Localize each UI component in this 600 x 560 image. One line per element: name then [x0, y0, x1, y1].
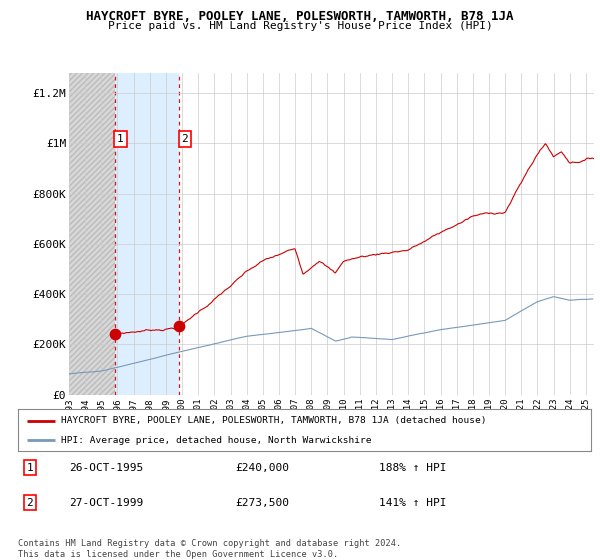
Text: Contains HM Land Registry data © Crown copyright and database right 2024.
This d: Contains HM Land Registry data © Crown c…: [18, 539, 401, 559]
Text: HAYCROFT BYRE, POOLEY LANE, POLESWORTH, TAMWORTH, B78 1JA: HAYCROFT BYRE, POOLEY LANE, POLESWORTH, …: [86, 10, 514, 22]
Text: 2: 2: [182, 134, 188, 144]
Text: 188% ↑ HPI: 188% ↑ HPI: [379, 463, 446, 473]
Text: 2: 2: [26, 498, 34, 507]
Point: [175, 321, 184, 330]
Text: 141% ↑ HPI: 141% ↑ HPI: [379, 498, 446, 507]
Text: £240,000: £240,000: [236, 463, 290, 473]
Text: HPI: Average price, detached house, North Warwickshire: HPI: Average price, detached house, Nort…: [61, 436, 371, 445]
Text: 1: 1: [117, 134, 124, 144]
Text: £273,500: £273,500: [236, 498, 290, 507]
Text: 1: 1: [26, 463, 34, 473]
Point: [110, 330, 119, 339]
Text: Price paid vs. HM Land Registry's House Price Index (HPI): Price paid vs. HM Land Registry's House …: [107, 21, 493, 31]
Text: HAYCROFT BYRE, POOLEY LANE, POLESWORTH, TAMWORTH, B78 1JA (detached house): HAYCROFT BYRE, POOLEY LANE, POLESWORTH, …: [61, 416, 487, 425]
Text: 26-OCT-1995: 26-OCT-1995: [70, 463, 144, 473]
Text: 27-OCT-1999: 27-OCT-1999: [70, 498, 144, 507]
